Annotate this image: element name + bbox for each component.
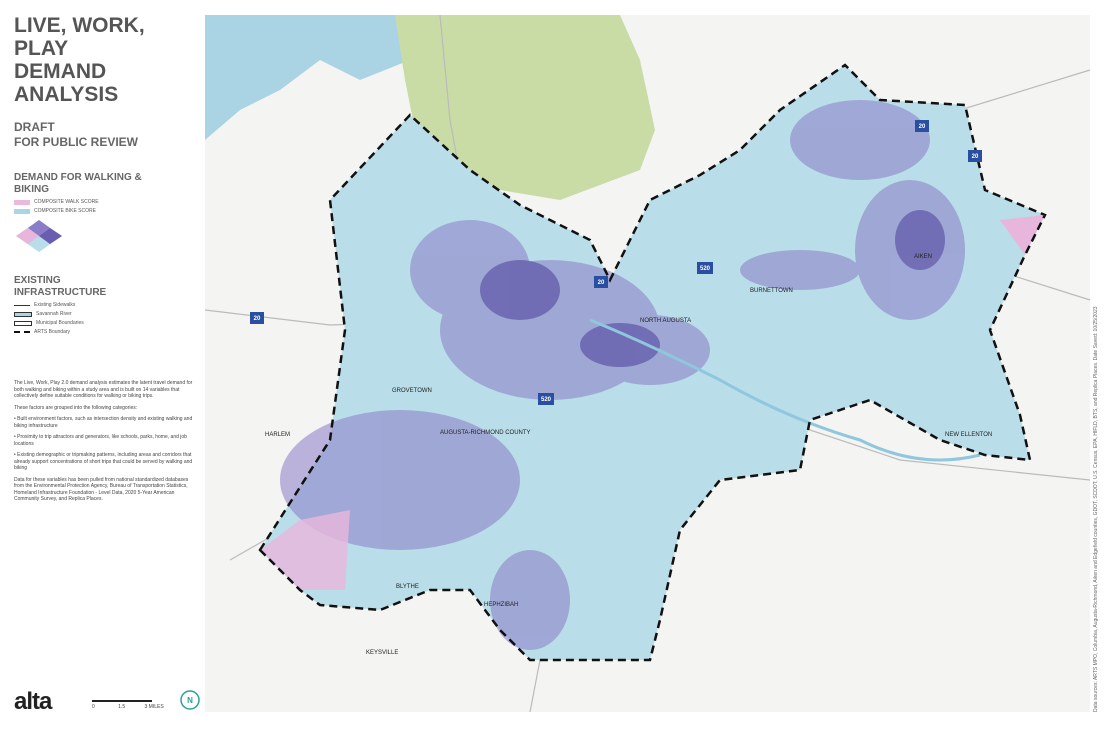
shield: 20 [972,154,979,160]
interstate-shields: 20 20 20 520 520 20 [250,120,982,405]
paragraph: • Existing demographic or tripmaking pat… [14,452,193,471]
place-label: GROVETOWN [392,388,432,394]
place-label: AIKEN [914,254,932,260]
scale-line [92,700,152,702]
shield: 20 [598,280,605,286]
legend-item: COMPOSITE BIKE SCORE [14,208,194,214]
logo: alta [14,688,52,715]
place-label: NEW ELLENTON [945,432,992,438]
legend-item: COMPOSITE WALK SCORE [14,199,194,205]
legend-title: DEMAND FOR WALKING & BIKING [14,172,194,196]
legend-label: Savannah River [36,311,72,317]
paragraph: Data for these variables has been pulled… [14,476,189,503]
walk-area [260,510,350,590]
legend-title-line: DEMAND FOR WALKING & [14,172,142,183]
title-line: ANALYSIS [14,83,119,106]
shield: 20 [254,316,261,322]
scale-label: 1.5 [118,704,126,710]
subtitle: DRAFT FOR PUBLIC REVIEW [14,120,194,150]
paragraph: • Proximity to trip attractors and gener… [14,434,187,447]
legend-title-line: BIKING [14,184,49,195]
north-arrow-label: N [187,696,193,705]
walk-area [1000,215,1045,255]
legend-item: Municipal Boundaries [14,320,194,326]
place-label: AUGUSTA-RICHMOND COUNTY [440,430,531,436]
place-label: BURNETTOWN [750,288,793,294]
legend-label: Municipal Boundaries [36,320,84,326]
legend-item: Savannah River [14,311,194,317]
place-label: HEPHZIBAH [484,602,518,608]
shield: 520 [700,266,711,272]
description: The Live, Work, Play 2.0 demand analysis… [14,380,194,508]
subtitle-line: DRAFT [14,120,55,134]
legend-item: ARTS Boundary [14,329,194,335]
legend-label: ARTS Boundary [34,329,71,335]
legend-title-line: EXISTING [14,275,61,286]
bivariate-key [16,220,62,252]
north-arrow [180,690,200,710]
legend-item: Existing Sidewalks [14,302,194,308]
paragraph: These factors are grouped into the follo… [14,404,138,411]
place-label: HARLEM [265,432,290,438]
scale-label: 0 [92,704,95,710]
place-labels: GROVETOWN AUGUSTA-RICHMOND COUNTY HARLEM… [265,254,992,656]
legend-label: Existing Sidewalks [34,302,76,308]
legend-label: COMPOSITE BIKE SCORE [34,208,96,214]
paragraph: The Live, Work, Play 2.0 demand analysis… [14,380,193,399]
legend-title: EXISTING INFRASTRUCTURE [14,275,194,299]
place-label: NORTH AUGUSTA [640,318,691,324]
shield: 20 [919,124,926,130]
paragraph: • Built environment factors, such as int… [14,416,193,429]
place-label: KEYSVILLE [366,650,398,656]
place-label: BLYTHE [396,584,419,590]
side-panel: LIVE, WORK, PLAY DEMAND ANALYSIS DRAFT F… [14,14,194,335]
scale-bar: 0 1.5 3 MILES [92,700,164,710]
shield: 520 [541,397,552,403]
title: LIVE, WORK, PLAY DEMAND ANALYSIS [14,14,194,106]
arts-boundary [258,63,1047,662]
lake [205,15,420,140]
subtitle-line: FOR PUBLIC REVIEW [14,135,139,149]
scale-label: 3 MILES [144,704,164,710]
title-line: DEMAND [14,60,107,83]
credit: Data sources: ARTS MPO, Columbia, August… [1093,306,1099,712]
legend-label: COMPOSITE WALK SCORE [34,199,99,205]
river [589,318,981,462]
legend-title-line: INFRASTRUCTURE [14,287,107,298]
demand-high [480,210,945,367]
title-line: LIVE, WORK, PLAY [14,14,145,60]
forest [395,15,655,200]
